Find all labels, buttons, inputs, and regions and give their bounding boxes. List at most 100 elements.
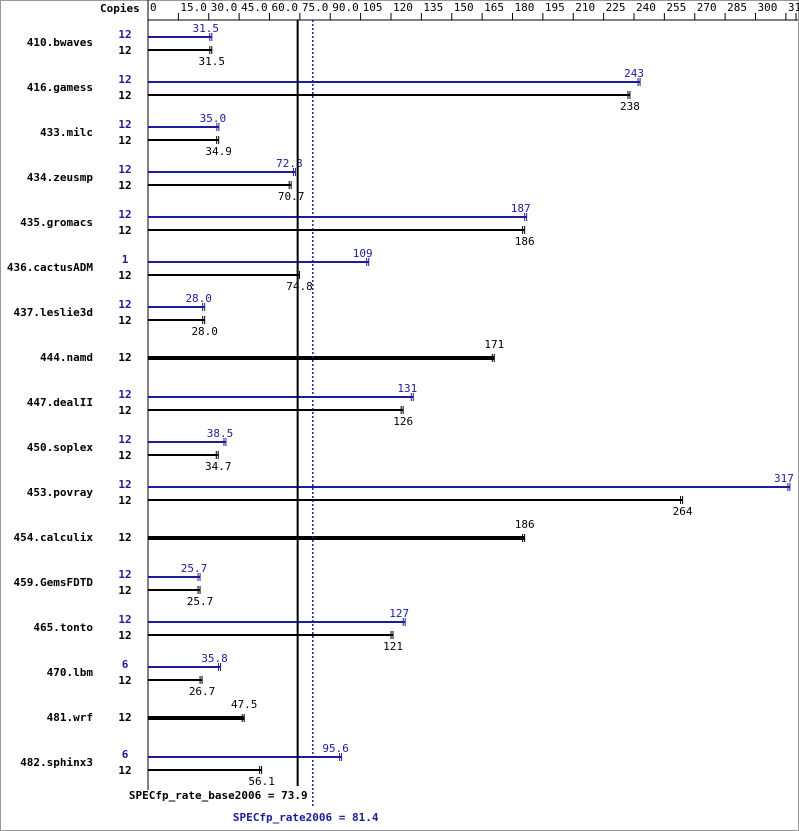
x-tick-label: 180 [515, 1, 535, 14]
benchmark-name: 437.leslie3d [14, 306, 93, 319]
x-tick-label: 195 [545, 1, 565, 14]
reference-label: SPECfp_rate2006 = 81.4 [233, 811, 379, 824]
base-copies: 12 [118, 269, 131, 282]
peak-copies: 12 [118, 208, 131, 221]
peak-copies: 12 [118, 73, 131, 86]
benchmark-name: 434.zeusmp [27, 171, 94, 184]
peak-copies: 12 [118, 478, 131, 491]
x-tick-label: 150 [454, 1, 474, 14]
base-copies: 12 [118, 179, 131, 192]
base-value-label: 28.0 [191, 325, 218, 338]
benchmark-name: 435.gromacs [20, 216, 93, 229]
copies-header: Copies [100, 2, 140, 15]
peak-copies: 12 [118, 388, 131, 401]
peak-copies: 12 [118, 568, 131, 581]
x-tick-label: 270 [697, 1, 717, 14]
base-value-label: 264 [673, 505, 693, 518]
benchmark-name: 447.dealII [27, 396, 93, 409]
benchmark-name: 459.GemsFDTD [14, 576, 94, 589]
peak-copies: 12 [118, 118, 131, 131]
peak-copies: 12 [118, 28, 131, 41]
x-tick-label: 315 [788, 1, 799, 14]
x-tick-label: 30.0 [211, 1, 238, 14]
x-tick-label: 105 [363, 1, 383, 14]
peak-value-label: 28.0 [185, 292, 212, 305]
peak-copies: 12 [118, 163, 131, 176]
base-copies: 12 [118, 449, 131, 462]
x-tick-label: 285 [727, 1, 747, 14]
benchmark-name: 453.povray [27, 486, 94, 499]
base-value-label: 26.7 [189, 685, 216, 698]
base-copies: 12 [118, 531, 131, 544]
base-copies: 12 [118, 629, 131, 642]
peak-value-label: 131 [397, 382, 417, 395]
peak-copies: 6 [122, 658, 129, 671]
base-copies: 12 [118, 89, 131, 102]
benchmark-name: 444.namd [40, 351, 93, 364]
peak-value-label: 187 [511, 202, 531, 215]
base-copies: 12 [118, 44, 131, 57]
peak-value-label: 109 [353, 247, 373, 260]
peak-copies: 12 [118, 613, 131, 626]
peak-copies: 1 [122, 253, 129, 266]
benchmark-name: 416.gamess [27, 81, 93, 94]
base-value-label: 238 [620, 100, 640, 113]
peak-value-label: 25.7 [181, 562, 208, 575]
base-value-label: 74.8 [286, 280, 313, 293]
base-copies: 12 [118, 674, 131, 687]
base-value-label: 186 [515, 235, 535, 248]
benchmark-name: 436.cactusADM [7, 261, 93, 274]
x-tick-label: 255 [666, 1, 686, 14]
base-value-label: 56.1 [248, 775, 275, 788]
benchmark-name: 481.wrf [47, 711, 93, 724]
benchmark-name: 465.tonto [33, 621, 93, 634]
reference-label: SPECfp_rate_base2006 = 73.9 [129, 789, 308, 802]
base-value-label: 47.5 [231, 698, 258, 711]
benchmark-name: 450.soplex [27, 441, 94, 454]
x-tick-label: 120 [393, 1, 413, 14]
x-tick-label: 300 [758, 1, 778, 14]
benchmark-name: 410.bwaves [27, 36, 93, 49]
base-value-label: 31.5 [199, 55, 226, 68]
peak-value-label: 35.0 [200, 112, 227, 125]
benchmark-name: 482.sphinx3 [20, 756, 93, 769]
benchmark-name: 470.lbm [47, 666, 94, 679]
peak-value-label: 38.5 [207, 427, 234, 440]
base-copies: 12 [118, 351, 131, 364]
x-tick-label: 15.0 [180, 1, 207, 14]
peak-copies: 12 [118, 298, 131, 311]
benchmark-name: 433.milc [40, 126, 93, 139]
x-tick-label: 60.0 [272, 1, 299, 14]
base-value-label: 34.7 [205, 460, 232, 473]
x-tick-label: 165 [484, 1, 504, 14]
peak-value-label: 243 [624, 67, 644, 80]
peak-value-label: 72.8 [276, 157, 303, 170]
base-copies: 12 [118, 224, 131, 237]
base-value-label: 34.9 [205, 145, 232, 158]
peak-value-label: 31.5 [193, 22, 220, 35]
x-tick-label: 90.0 [332, 1, 359, 14]
base-value-label: 171 [484, 338, 504, 351]
base-value-label: 126 [393, 415, 413, 428]
x-tick-label: 75.0 [302, 1, 329, 14]
base-value-label: 70.7 [278, 190, 305, 203]
base-copies: 12 [118, 584, 131, 597]
base-copies: 12 [118, 314, 131, 327]
x-tick-label: 135 [423, 1, 443, 14]
base-copies: 12 [118, 134, 131, 147]
base-copies: 12 [118, 404, 131, 417]
benchmark-name: 454.calculix [14, 531, 94, 544]
base-value-label: 25.7 [187, 595, 214, 608]
x-tick-label: 45.0 [241, 1, 268, 14]
peak-copies: 12 [118, 433, 131, 446]
x-tick-label: 225 [606, 1, 626, 14]
base-copies: 12 [118, 494, 131, 507]
base-copies: 12 [118, 764, 131, 777]
x-tick-label: 240 [636, 1, 656, 14]
peak-value-label: 127 [389, 607, 409, 620]
x-tick-label: 210 [575, 1, 595, 14]
base-copies: 12 [118, 711, 131, 724]
base-value-label: 186 [515, 518, 535, 531]
